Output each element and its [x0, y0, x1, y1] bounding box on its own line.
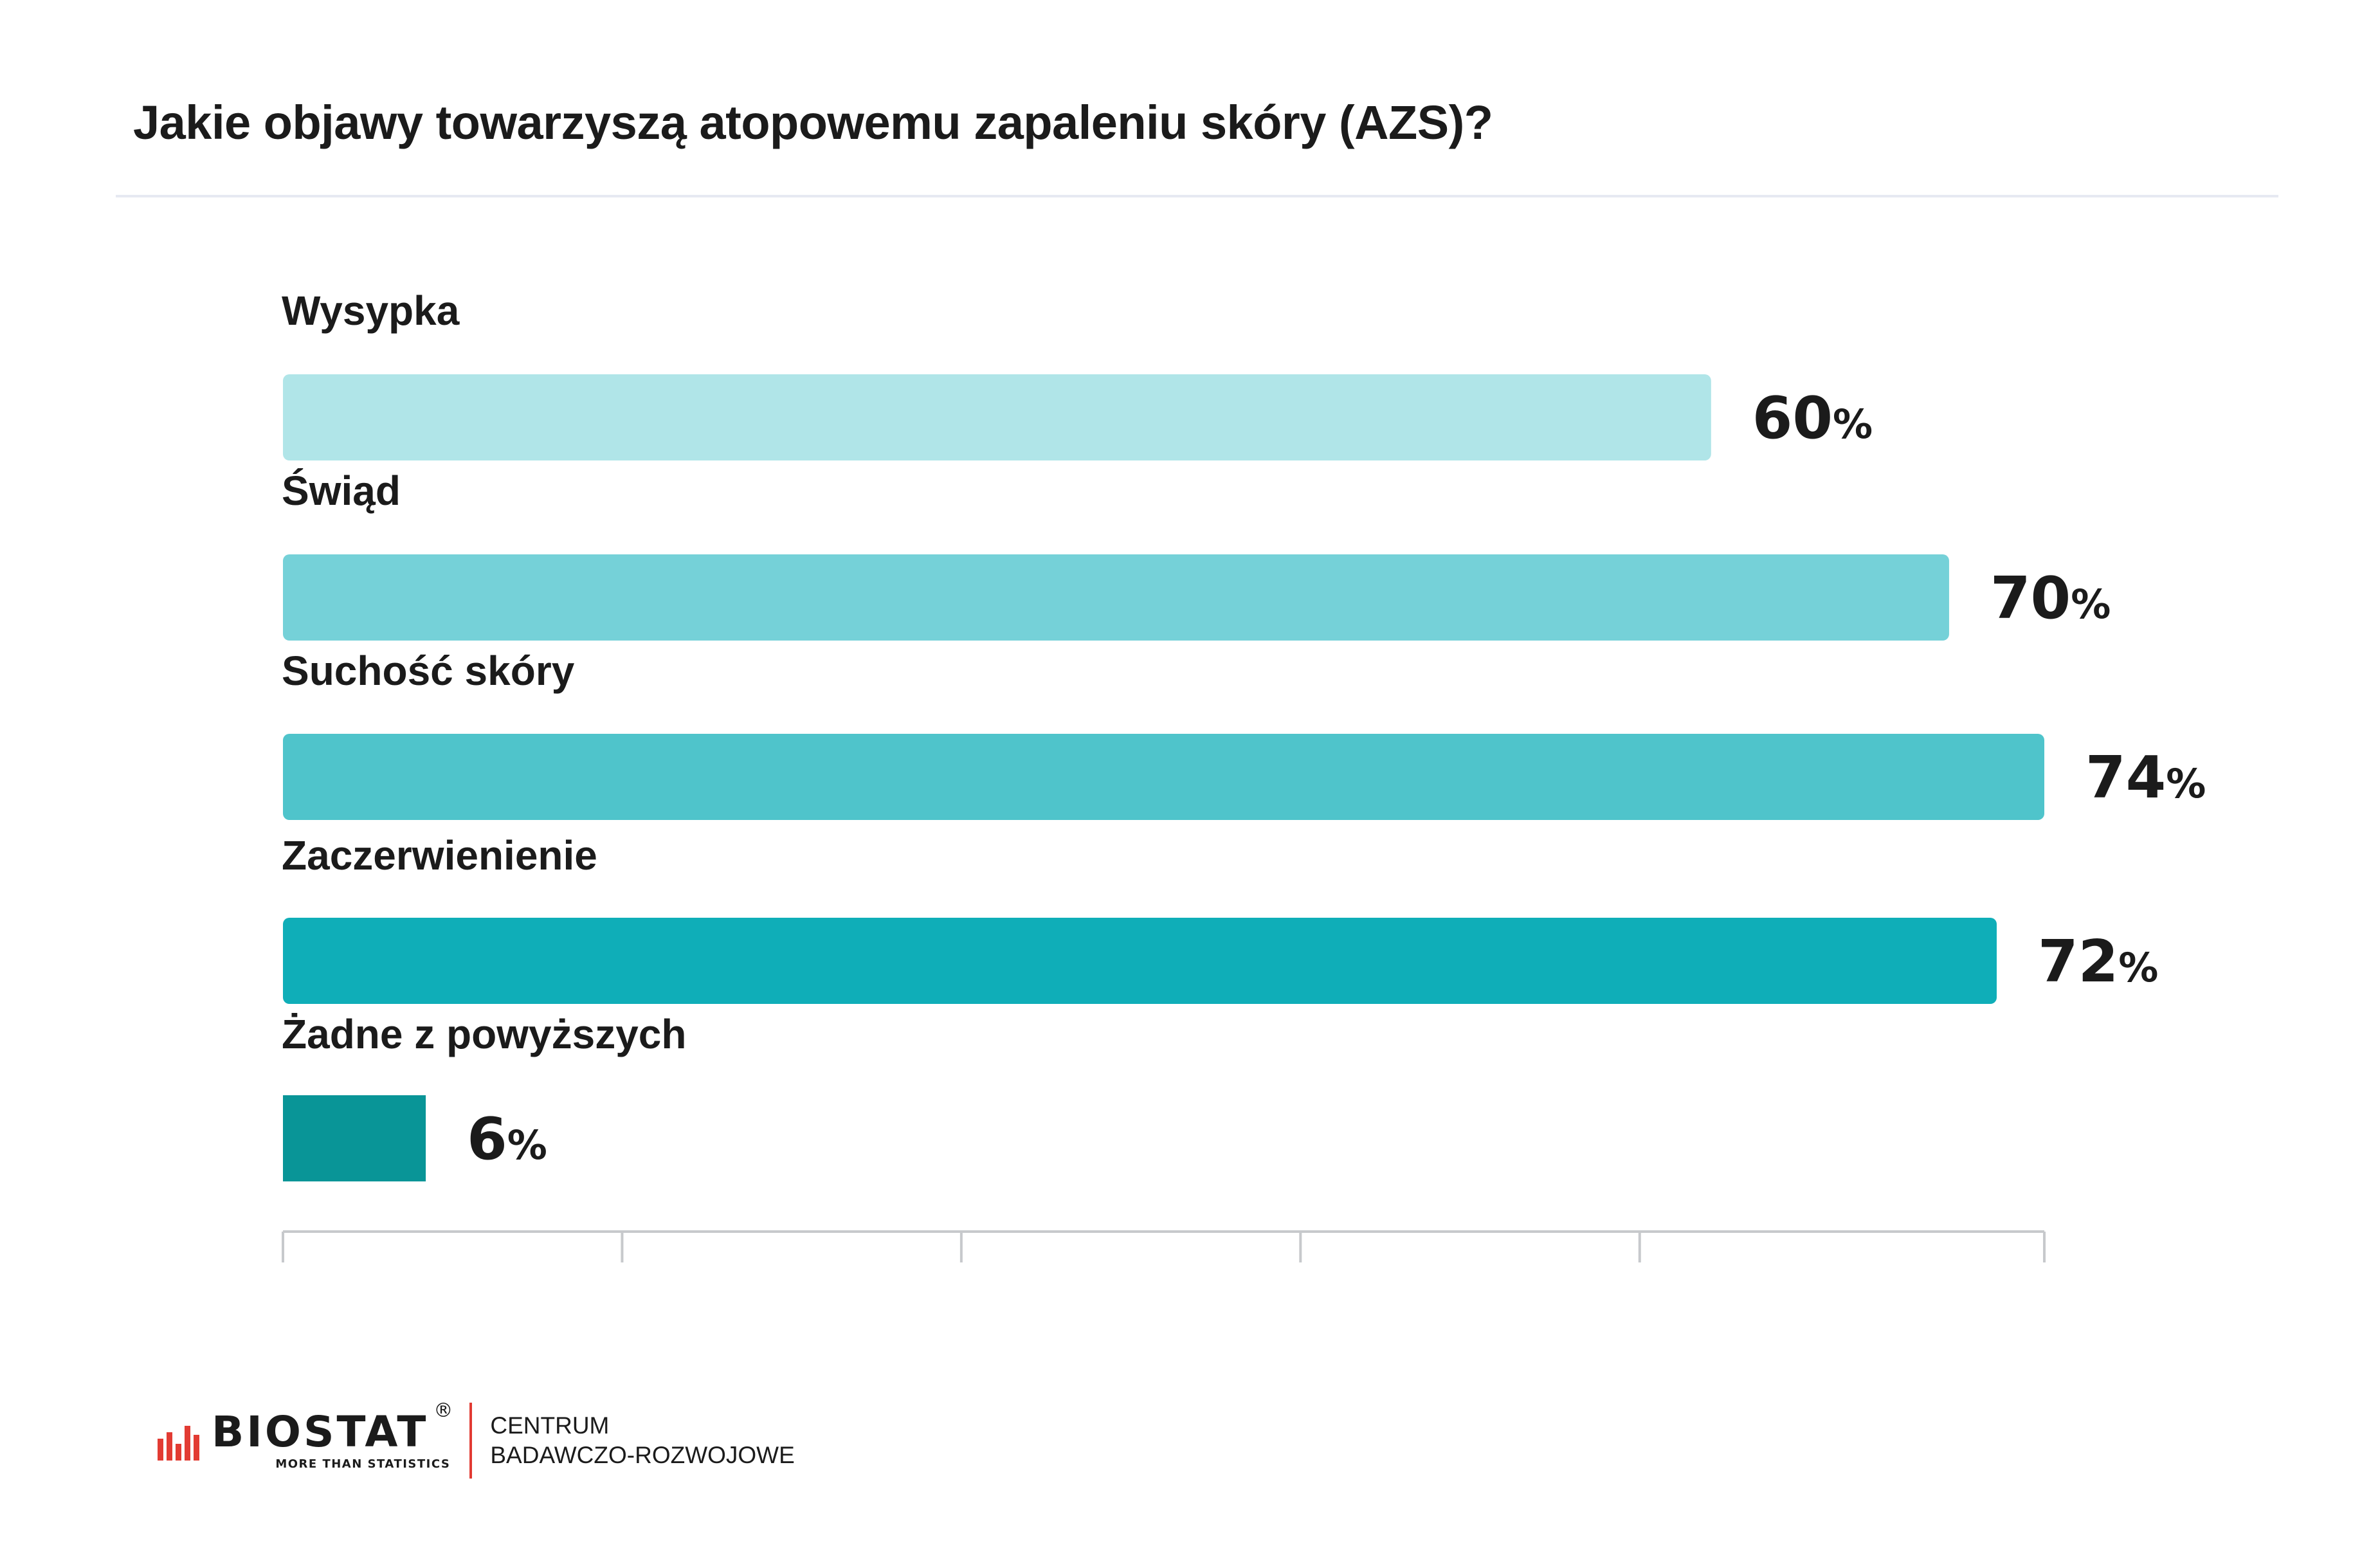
biostat-logo: BIOSTAT ® MORE THAN STATISTICS [212, 1399, 453, 1471]
logo-tagline: MORE THAN STATISTICS [275, 1457, 451, 1471]
chart-title: Jakie objawy towarzyszą atopowemu zapale… [133, 96, 1493, 149]
bar [283, 1095, 426, 1181]
data-label: 74% [2085, 744, 2206, 812]
organization-name: CENTRUM BADAWCZO-ROZWOJOWE [490, 1411, 794, 1470]
data-label: 6% [467, 1106, 547, 1173]
category-label: Zaczerwienienie [282, 832, 597, 879]
logo-word: BIOSTAT [212, 1407, 429, 1457]
title-divider [116, 195, 2278, 197]
org-line-2: BADAWCZO-ROZWOJOWE [490, 1442, 795, 1468]
category-label: Suchość skóry [282, 648, 575, 694]
biostat-bars-icon [158, 1426, 199, 1461]
category-label: Świąd [282, 468, 401, 514]
registered-mark: ® [433, 1399, 453, 1422]
bar [283, 374, 1711, 460]
data-label: 72% [2038, 928, 2158, 996]
org-line-1: CENTRUM [490, 1412, 610, 1439]
bar [283, 918, 1997, 1004]
footer: BIOSTAT ® MORE THAN STATISTICS CENTRUM B… [158, 1399, 795, 1482]
bar [283, 734, 2044, 820]
category-label: Żadne z powyższych [282, 1011, 686, 1057]
bar [283, 554, 1949, 641]
data-label: 70% [1990, 565, 2111, 632]
category-label: Wysypka [282, 287, 460, 334]
data-label: 60% [1752, 385, 1873, 452]
logo-divider [469, 1403, 473, 1479]
